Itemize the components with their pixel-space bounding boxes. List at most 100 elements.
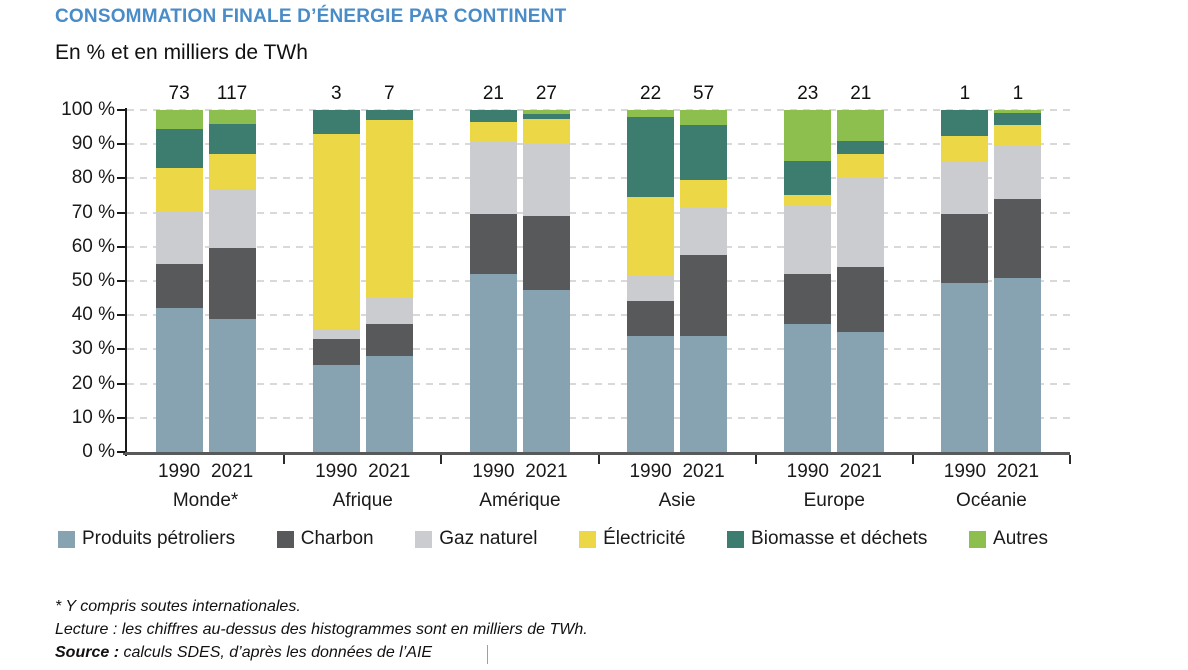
gridline-50	[127, 280, 1070, 282]
legend-label: Biomasse et déchets	[751, 528, 928, 549]
segment-autres	[680, 110, 728, 126]
segment-charbon	[312, 339, 360, 365]
y-axis-label-10: 10 %	[71, 406, 115, 428]
x-axis-year-label: 2021	[525, 461, 568, 482]
bar-total-label: 1	[959, 83, 971, 104]
segment-biomasse-et-d-chets	[784, 161, 832, 196]
y-axis-tick-20	[117, 382, 125, 385]
y-axis-tick-60	[117, 245, 125, 248]
bar-total-label: 117	[216, 83, 248, 104]
y-axis-label-100: 100 %	[61, 99, 115, 120]
segment-charbon	[784, 274, 832, 324]
y-axis-label-70: 70 %	[71, 201, 115, 223]
segment--lectricit-	[155, 168, 203, 211]
continent-label: Amérique	[479, 490, 561, 511]
segment-produits-p-troliers	[365, 356, 413, 452]
segment-produits-p-troliers	[680, 335, 728, 452]
bar-ocanie-1990: 1 1990	[941, 83, 989, 482]
legend: Produits pétroliers Charbon Gaz naturel Éle…	[58, 528, 1048, 550]
legend-label: Autres	[993, 528, 1048, 549]
y-axis-label-0: 0 %	[82, 441, 115, 462]
y-axis-label-50: 50 %	[71, 270, 115, 291]
group-monde: 73 1990 117 2021 Monde*	[127, 83, 284, 511]
legend-item-autres: Autres	[969, 528, 1048, 550]
legend-color-swatch	[58, 530, 75, 548]
x-axis-tick-4	[754, 455, 757, 464]
gridline-70	[127, 211, 1070, 214]
legend-color-swatch	[969, 530, 987, 548]
segment-gaz-naturel	[941, 161, 989, 215]
segment-gaz-naturel	[627, 275, 675, 302]
segment--lectricit-	[837, 154, 885, 179]
segment-produits-p-troliers	[522, 289, 570, 452]
segment-biomasse-et-d-chets	[627, 116, 675, 198]
segment--lectricit-	[627, 197, 675, 276]
chart-subtitle: En % et en milliers de TWh	[55, 41, 308, 64]
segment-biomasse-et-d-chets	[522, 114, 570, 119]
x-axis-year-label: 1990	[315, 461, 358, 482]
group-afrique: 3 1990 7 2021 Afrique	[284, 83, 441, 511]
footnote-source: Source : calculs SDES, d’après les donné…	[55, 641, 588, 664]
segment-biomasse-et-d-chets	[312, 110, 360, 134]
bar-total-label: 57	[693, 83, 715, 104]
segment--lectricit-	[994, 125, 1042, 146]
segment-produits-p-troliers	[208, 318, 256, 452]
segment-gaz-naturel	[469, 142, 517, 215]
segment-biomasse-et-d-chets	[837, 140, 885, 155]
segment-produits-p-troliers	[469, 274, 517, 452]
x-axis-year-label: 2021	[368, 461, 411, 482]
y-axis-tick-90	[117, 143, 125, 146]
group-europe: 23 1990 21 2021 Europe	[756, 83, 913, 511]
legend-item--lectricit-: Électricité	[579, 528, 685, 550]
bar-groups: 73 1990 117 2021 Monde* 3 1990 7 2021 Afrique 21 19…	[127, 83, 1070, 511]
legend-label: Gaz naturel	[439, 528, 538, 549]
segment-charbon	[994, 198, 1042, 278]
segment-biomasse-et-d-chets	[941, 110, 989, 136]
bar-total-label: 73	[168, 83, 190, 104]
y-axis-label-90: 90 %	[71, 133, 115, 155]
legend-item-biomasse-et-d-chets: Biomasse et déchets	[727, 528, 927, 550]
gridline-60	[127, 245, 1070, 248]
legend-item-produits-p-troliers: Produits pétroliers	[58, 528, 235, 550]
y-axis-tick-80	[117, 177, 125, 180]
y-axis-tick-0	[117, 451, 125, 453]
segment-autres	[627, 110, 675, 117]
x-axis-tick-5	[911, 455, 914, 464]
legend-label: Produits pétroliers	[82, 528, 236, 549]
segment--lectricit-	[522, 118, 570, 145]
bar-total-label: 1	[1012, 83, 1024, 104]
segment-gaz-naturel	[522, 144, 570, 216]
y-axis-tick-10	[117, 416, 125, 419]
bar-ocanie-2021: 1 2021	[994, 83, 1042, 482]
segment-charbon	[680, 255, 728, 336]
bar-total-label: 23	[797, 83, 819, 104]
plot-area: 73 1990 117 2021 Monde* 3 1990 7 2021 Afrique 21 19…	[61, 83, 1071, 511]
x-axis-year-label: 2021	[682, 461, 725, 482]
bar-amrique-2021: 27 2021	[522, 83, 570, 482]
segment-gaz-naturel	[837, 178, 885, 268]
x-axis-year-label: 1990	[157, 461, 201, 482]
x-axis-year-label: 1990	[472, 461, 515, 482]
segment-gaz-naturel	[365, 298, 413, 324]
segment-autres	[994, 110, 1042, 114]
bar-asie-1990: 22 1990	[627, 83, 675, 482]
x-axis-year-label: 1990	[786, 461, 829, 482]
group-amrique: 21 1990 27 2021 Amérique	[441, 83, 598, 511]
segment--lectricit-	[469, 121, 517, 143]
footnote-lecture: Lecture : les chiffres au-dessus des his…	[55, 621, 588, 638]
segment-charbon	[522, 215, 570, 290]
segment--lectricit-	[941, 135, 989, 162]
legend-item-gaz-naturel: Gaz naturel	[415, 528, 537, 550]
y-axis-label-80: 80 %	[71, 167, 115, 189]
segment-gaz-naturel	[994, 145, 1042, 199]
bar-afrique-2021: 7 2021	[365, 83, 413, 482]
bar-total-label: 21	[482, 83, 504, 104]
bar-total-label: 27	[535, 83, 557, 104]
y-axis-label-60: 60 %	[71, 235, 115, 257]
segment--lectricit-	[365, 120, 413, 299]
segment-gaz-naturel	[680, 207, 728, 256]
segment-produits-p-troliers	[312, 364, 360, 452]
segment-produits-p-troliers	[627, 335, 675, 452]
gridline-40	[127, 314, 1070, 317]
